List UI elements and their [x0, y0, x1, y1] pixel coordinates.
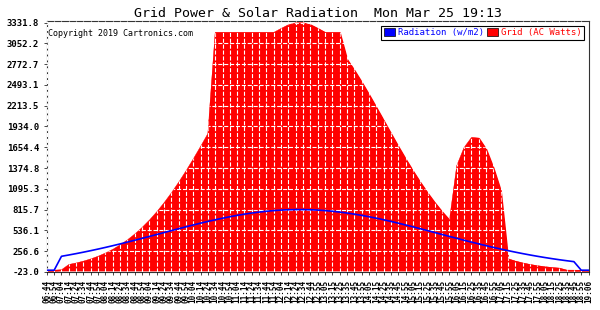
Legend: Radiation (w/m2), Grid (AC Watts): Radiation (w/m2), Grid (AC Watts): [382, 26, 584, 40]
Text: Copyright 2019 Cartronics.com: Copyright 2019 Cartronics.com: [48, 29, 193, 38]
Title: Grid Power & Solar Radiation  Mon Mar 25 19:13: Grid Power & Solar Radiation Mon Mar 25 …: [134, 7, 502, 20]
